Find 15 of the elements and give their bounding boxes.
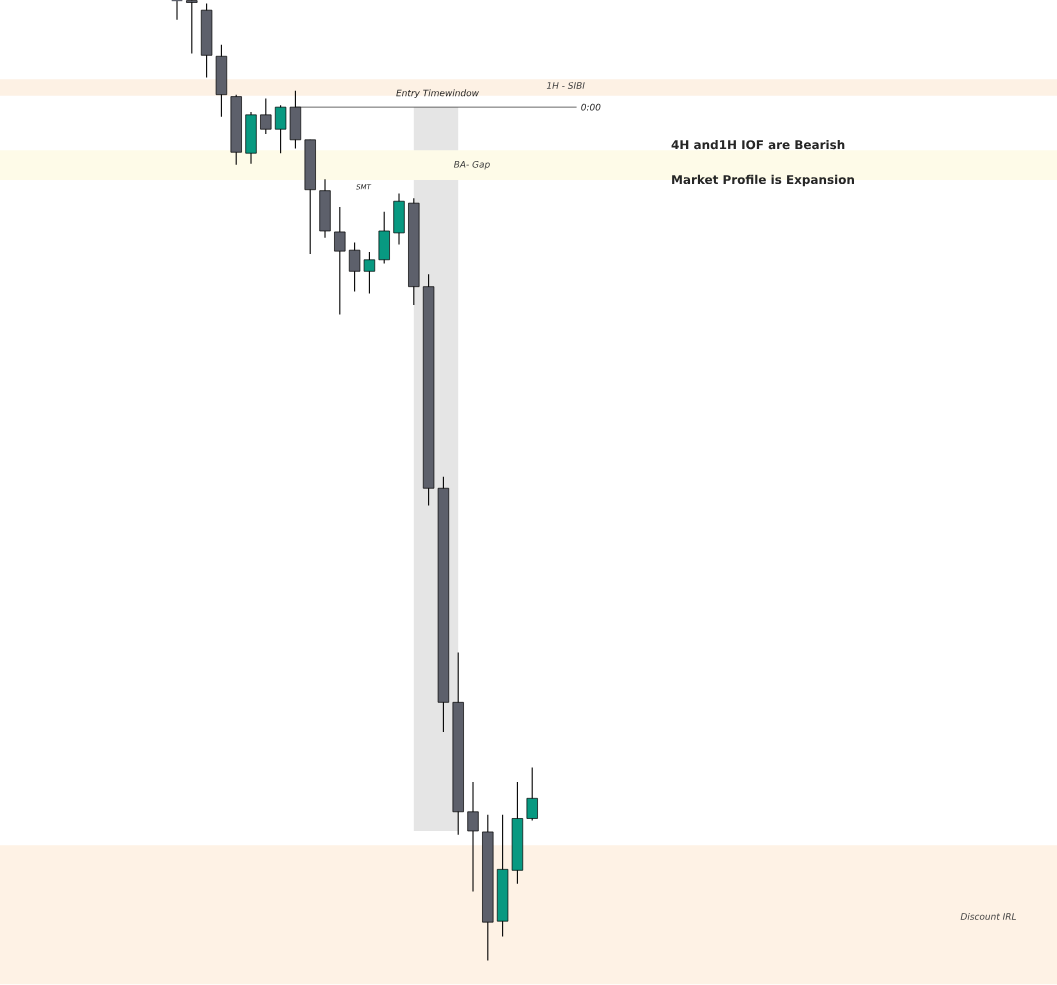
candlestick xyxy=(467,781,479,893)
text: Market Profile is Expansion xyxy=(672,175,854,187)
candlestick xyxy=(274,104,287,154)
band-label: 1H - SIBI xyxy=(546,82,585,90)
text: 4H and1H IOF are Bearish xyxy=(671,140,845,150)
candlestick xyxy=(363,251,376,295)
candlestick xyxy=(526,767,538,822)
candlestick xyxy=(186,0,198,55)
annotation: Entry Timewindow xyxy=(396,89,479,99)
candlestick xyxy=(334,206,346,316)
candlestick xyxy=(260,98,272,135)
candlestick xyxy=(348,242,361,293)
band-label: BA- Gap xyxy=(453,161,490,170)
band-label: Discount IRL xyxy=(960,913,1016,921)
text: 0:00 xyxy=(581,103,601,111)
